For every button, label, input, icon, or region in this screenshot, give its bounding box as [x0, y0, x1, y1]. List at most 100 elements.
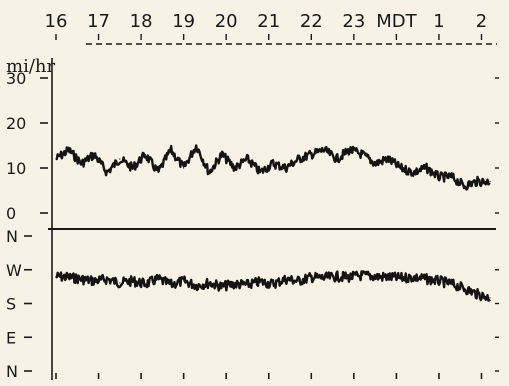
- wind-direction-series-point: [93, 280, 95, 282]
- wind-speed-series-point: [208, 171, 210, 174]
- wind-speed-series-point: [400, 167, 402, 169]
- wind-direction-series-point: [489, 297, 491, 299]
- wind-speed-series-point: [68, 149, 70, 151]
- hour-tick-label: 21: [257, 11, 280, 32]
- hour-tick-label: 19: [172, 11, 195, 32]
- direction-tick-label: E: [6, 328, 16, 347]
- wind-direction-series-point: [259, 281, 261, 283]
- direction-tick-label: N: [6, 227, 18, 246]
- wind-speed-series-point: [425, 167, 427, 169]
- wind-direction-series: [55, 270, 491, 302]
- wind-direction-series-point: [170, 284, 172, 286]
- direction-tick-label: S: [6, 295, 16, 314]
- speed-axis-ticks: 30 20 10 0: [6, 69, 48, 223]
- wind-speed-series-point: [170, 149, 172, 151]
- wind-direction-series-point: [387, 276, 389, 278]
- wind-direction-series-point: [55, 275, 57, 278]
- direction-tick-label: W: [6, 261, 22, 280]
- wind-direction-series-point: [476, 293, 478, 295]
- speed-tick-label: 30: [6, 69, 26, 88]
- hour-tick-label: 2: [476, 11, 487, 32]
- wind-direction-series-point: [336, 275, 338, 278]
- wind-speed-series-point: [55, 158, 57, 160]
- speed-axis-label: mi/hr: [6, 56, 55, 77]
- wind-direction-series-point: [323, 277, 325, 279]
- wind-direction-series-point: [285, 278, 287, 280]
- hour-tick-label: 18: [130, 11, 153, 32]
- wind-direction-series-point: [361, 274, 363, 276]
- wind-direction-series-point: [208, 282, 210, 284]
- wind-direction-series-point: [144, 283, 146, 285]
- wind-speed-series-point: [348, 149, 351, 151]
- wind-direction-series-point: [195, 284, 198, 287]
- wind-direction-series-point: [106, 278, 108, 280]
- top-time-ticks: 16 17 18 19 20 21 22 23 MDT 1 2: [45, 11, 487, 40]
- wind-speed-series-point: [336, 158, 338, 160]
- wind-speed-series-point: [272, 162, 274, 165]
- wind-direction-series-point: [157, 278, 159, 280]
- wind-speed-series-point: [476, 180, 478, 183]
- wind-direction-series-point: [463, 287, 466, 290]
- wind-speed-series-point: [157, 171, 159, 174]
- wind-direction-series-point: [183, 280, 185, 282]
- wind-speed-series-point: [285, 167, 287, 169]
- wind-direction-series-point: [221, 286, 223, 288]
- wind-speed-series-point: [310, 153, 312, 156]
- wind-speed-series-point: [183, 167, 185, 169]
- wind-speed-series-point: [374, 162, 376, 165]
- wind-speed-series-point: [259, 171, 261, 174]
- wind-speed-series-point: [246, 158, 249, 160]
- wind-direction-series-point: [131, 280, 134, 282]
- hour-tick-label: 16: [45, 11, 68, 32]
- wind-speed-series-point: [221, 153, 223, 156]
- wind-direction-series-point: [297, 280, 300, 282]
- wind-speed-series-point: [119, 158, 121, 160]
- wind-direction-series-point: [234, 283, 236, 285]
- speed-tick-label: 20: [6, 114, 26, 133]
- wind-speed-series: [55, 144, 491, 191]
- wind-direction-series-point: [272, 283, 274, 285]
- wind-speed-series-point: [323, 149, 325, 151]
- hour-tick-label: 20: [215, 11, 238, 32]
- wind-speed-series-point: [412, 171, 415, 174]
- wind-direction-series-point: [425, 278, 427, 280]
- wind-direction-series-point: [246, 284, 249, 286]
- wind-speed-series-point: [144, 153, 146, 156]
- wind-speed-series-point: [489, 180, 491, 183]
- wind-direction-series-point: [400, 277, 402, 279]
- hour-tick-label: 1: [433, 11, 444, 32]
- wind-direction-series-point: [412, 276, 415, 278]
- right-edge-ticks: [495, 77, 499, 372]
- wind-speed-series-point: [387, 158, 389, 160]
- wind-direction-series-point: [119, 282, 121, 284]
- wind-speed-series-point: [80, 162, 83, 165]
- direction-tick-label: N: [6, 362, 18, 381]
- wind-speed-series-point: [234, 167, 236, 169]
- wind-speed-series-point: [131, 167, 134, 169]
- wind-direction-series-point: [438, 280, 440, 282]
- wind-speed-series-point: [438, 176, 440, 178]
- speed-tick-label: 10: [6, 159, 26, 178]
- hour-tick-label: 17: [87, 11, 110, 32]
- wind-speed-series-point: [195, 144, 198, 147]
- wind-speed-series-point: [93, 153, 95, 156]
- wind-direction-series-point: [451, 283, 453, 285]
- hour-tick-label: 22: [300, 11, 323, 32]
- wind-speed-series-point: [361, 153, 363, 156]
- speed-tick-label: 0: [6, 204, 16, 223]
- wind-speed-series-point: [106, 171, 108, 174]
- wind-speed-series-point: [451, 176, 453, 178]
- wind-direction-series-point: [80, 278, 83, 280]
- wind-direction-series-point: [374, 275, 376, 278]
- series-layer: [55, 144, 491, 302]
- wind-speed-series-point: [463, 185, 466, 187]
- wind-direction-series-point: [68, 276, 70, 278]
- wind-direction-series-point: [310, 276, 312, 278]
- bottom-time-ticks: [55, 373, 483, 379]
- wind-direction-series-point: [348, 276, 351, 278]
- hour-tick-label: MDT: [376, 11, 417, 32]
- hour-tick-label: 23: [342, 11, 365, 32]
